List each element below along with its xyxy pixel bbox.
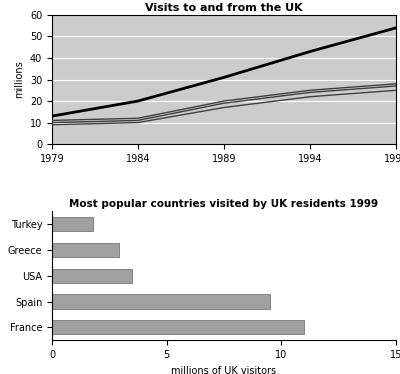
X-axis label: millions of UK visitors: millions of UK visitors [172, 366, 276, 374]
Title: Visits to and from the UK: Visits to and from the UK [145, 3, 303, 13]
Bar [52, 294, 270, 309]
Title: Most popular countries visited by UK residents 1999: Most popular countries visited by UK res… [70, 199, 378, 209]
Bar [52, 243, 118, 257]
Bar [52, 269, 132, 283]
Y-axis label: millions: millions [14, 61, 24, 98]
Bar [52, 320, 304, 334]
Bar [52, 217, 93, 231]
